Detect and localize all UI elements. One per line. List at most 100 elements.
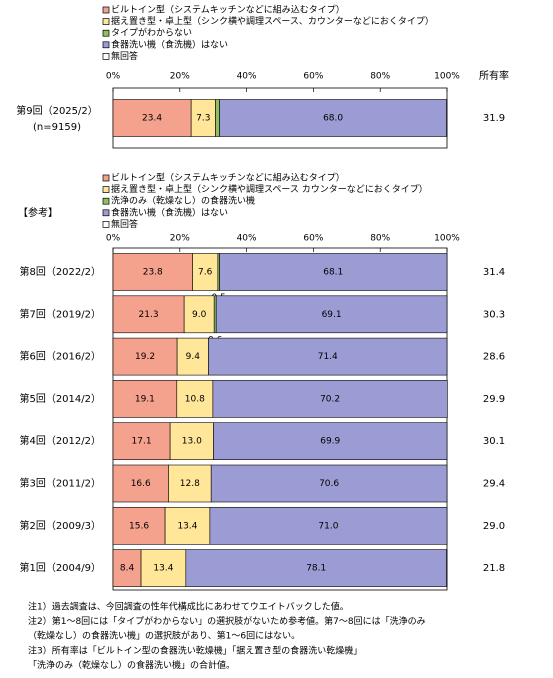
x-tick-label: 40% xyxy=(237,72,257,82)
data-label: 15.6 xyxy=(129,521,149,531)
data-label: 16.6 xyxy=(131,479,151,489)
bar-segment xyxy=(212,380,448,418)
plot-frame xyxy=(112,247,448,591)
bar-segment xyxy=(112,380,178,418)
row-label: 第5回（2014/2） xyxy=(19,392,101,405)
legend-label: ビルトイン型（システムキッチンなどに組み込むタイプ） xyxy=(111,172,345,184)
bar-segment xyxy=(219,253,448,291)
ownership-value: 31.4 xyxy=(483,267,505,278)
data-label: 19.1 xyxy=(135,394,155,404)
x-tick-label: 80% xyxy=(370,234,390,244)
x-tick-label: 60% xyxy=(303,72,323,82)
data-label: 71.0 xyxy=(318,521,338,531)
x-tick-label: 0% xyxy=(106,72,121,82)
data-label: 8.4 xyxy=(120,564,135,574)
annotation: 【参考】 xyxy=(18,206,58,219)
bar-segment xyxy=(215,295,448,334)
data-label: 17.1 xyxy=(132,437,152,447)
ownership-value: 28.6 xyxy=(483,352,505,363)
data-label: 19.2 xyxy=(135,352,155,362)
x-tick-label: 100% xyxy=(434,234,460,244)
ownership-value: 29.4 xyxy=(483,479,505,490)
ownership-value: 29.9 xyxy=(483,394,505,405)
legend-swatch xyxy=(102,174,110,182)
bar-segment xyxy=(210,464,448,503)
data-label: 12.8 xyxy=(180,479,200,489)
x-tick-label: 80% xyxy=(370,72,390,82)
data-label: 13.0 xyxy=(182,437,202,447)
bar-segment xyxy=(112,253,193,291)
note: 注2）第1～8回には「タイプがわからない」の選択肢がないため参考値。第7～8回に… xyxy=(28,615,426,627)
row-sublabel: (n=9159) xyxy=(33,122,81,133)
data-label: 21.3 xyxy=(139,310,159,320)
row-label: 第7回（2019/2） xyxy=(19,307,101,320)
data-label: 70.2 xyxy=(320,394,340,404)
note: 「洗浄のみ（乾燥なし）の食器洗い機」の合計値。 xyxy=(28,659,235,671)
data-label: 7.6 xyxy=(198,268,213,278)
bar-segment xyxy=(208,337,448,376)
legend-swatch xyxy=(102,53,110,60)
bar-segment xyxy=(112,549,142,587)
note: 注1）過去調査は、今回調査の性年代構成比にあわせてウエイトバックした値。 xyxy=(28,601,349,613)
legend-swatch xyxy=(102,18,110,25)
note: （乾燥なし）の食器洗い機」の選択肢があり、第1～6回にはない。 xyxy=(28,630,300,642)
x-tick-label: 100% xyxy=(434,72,460,82)
row-label: 第6回（2016/2） xyxy=(19,350,101,363)
note: 注3）所有率は「ビルトイン型の食器洗い乾燥機」「据え置き型の食器洗い乾燥機」 xyxy=(28,644,362,656)
row-label: 第2回（2009/3） xyxy=(19,519,101,532)
bar-segment xyxy=(215,99,220,137)
data-label: 69.1 xyxy=(322,310,342,320)
bar-segment xyxy=(112,99,192,137)
bar-segment xyxy=(213,295,217,334)
legend-label: 食器洗い機（食洗機）はない xyxy=(111,206,228,218)
legend-swatch xyxy=(102,6,110,14)
legend-label: 据え置き型・卓上型（シンク横や調理スペース カウンターなどにおくタイプ） xyxy=(111,183,428,195)
x-tick-label: 0% xyxy=(106,234,121,244)
data-label: 13.4 xyxy=(153,564,173,574)
ownership-value: 29.0 xyxy=(483,521,505,532)
bar-segment xyxy=(112,295,185,334)
row-label: 第1回（2004/9） xyxy=(19,561,101,574)
data-label: 9.0 xyxy=(192,310,207,320)
legend-swatch xyxy=(102,221,110,228)
ownership-value: 30.1 xyxy=(483,436,505,447)
row-label: 第8回（2022/2） xyxy=(19,265,101,278)
legend-swatch xyxy=(102,29,110,37)
row-label: 第4回（2012/2） xyxy=(19,434,101,447)
data-label: 23.4 xyxy=(142,114,162,124)
ownership-value: 30.3 xyxy=(483,309,505,320)
data-label: 7.3 xyxy=(196,114,210,124)
bar-segment xyxy=(164,506,211,545)
legend-swatch xyxy=(102,209,110,217)
row-label: 第9回（2025/2） xyxy=(16,104,98,117)
bar-segment xyxy=(183,295,215,334)
legend-swatch xyxy=(102,197,110,205)
bar-segment xyxy=(112,422,171,461)
ownership-value: 21.8 xyxy=(483,563,505,574)
bar-segment xyxy=(192,253,219,291)
bar-segment xyxy=(209,506,448,545)
x-tick-label: 60% xyxy=(303,234,323,244)
data-label: 10.8 xyxy=(185,394,205,404)
bar-segment xyxy=(112,337,178,376)
legend-swatch xyxy=(102,186,110,193)
row-label: 第3回（2011/2） xyxy=(19,477,101,490)
legend-label: 無回答 xyxy=(111,50,138,62)
bar-segment xyxy=(190,99,216,137)
bar-segment xyxy=(185,549,447,587)
legend-label: 無回答 xyxy=(111,218,138,230)
data-label: 71.4 xyxy=(318,352,338,362)
data-label: 68.0 xyxy=(323,114,343,124)
legend-label: 据え置き型・卓上型（シンク横や調理スペース、カウンターなどにおくタイプ） xyxy=(111,15,434,27)
bar-segment xyxy=(112,464,169,503)
x-tick-label: 40% xyxy=(237,234,257,244)
legend-label: 洗浄のみ（乾燥なし）の食器洗い機 xyxy=(111,195,255,207)
legend-label: ビルトイン型（システムキッチンなどに組み込むタイプ） xyxy=(111,4,345,16)
bar-segment xyxy=(213,422,448,461)
data-label: 70.6 xyxy=(319,479,339,489)
bar-segment xyxy=(169,422,214,461)
legend-label: 食器洗い機（食洗機）はない xyxy=(111,38,228,50)
data-label: 23.8 xyxy=(143,268,163,278)
bar-segment xyxy=(219,99,447,137)
